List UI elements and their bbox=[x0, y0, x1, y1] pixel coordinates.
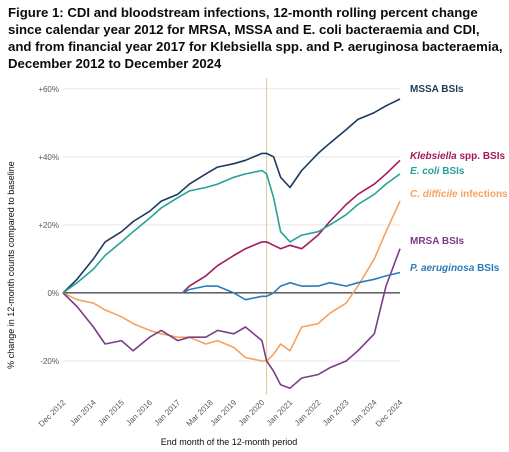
series-label-part: E. coli bbox=[410, 166, 440, 177]
grid-lines bbox=[63, 88, 400, 362]
series-line bbox=[181, 159, 401, 294]
x-tick-label: Jan 2020 bbox=[237, 398, 267, 428]
series-label-part: P. aeruginosa bbox=[410, 263, 475, 274]
series-label-part: Klebsiella bbox=[410, 151, 457, 162]
y-tick-label: +20% bbox=[38, 221, 59, 230]
x-tick-label: Jan 2023 bbox=[321, 398, 351, 428]
x-tick-label: Jan 2021 bbox=[265, 398, 295, 428]
series-line bbox=[62, 200, 401, 362]
y-tick-label: -20% bbox=[40, 357, 59, 366]
x-tick-label: Jan 2015 bbox=[96, 398, 126, 428]
series-label-part: BSIs bbox=[439, 166, 464, 177]
reference-lines bbox=[63, 78, 400, 395]
x-tick-label: Jan 2022 bbox=[293, 398, 323, 428]
series-label: C. difficile infections bbox=[410, 189, 508, 200]
series-line bbox=[182, 271, 401, 301]
series-label-part: spp. BSIs bbox=[457, 151, 506, 162]
series-line bbox=[62, 248, 401, 390]
series-line bbox=[62, 98, 401, 294]
x-tick-label: Dec 2024 bbox=[374, 398, 405, 429]
x-tick-label: Dec 2012 bbox=[37, 398, 68, 429]
x-tick-label: Jan 2016 bbox=[124, 398, 154, 428]
series-line bbox=[62, 169, 401, 294]
series-label-part: C. difficile bbox=[410, 189, 458, 200]
series-label: MRSA BSIs bbox=[410, 236, 465, 247]
y-tick-label: +40% bbox=[38, 153, 59, 162]
series-label: MSSA BSIs bbox=[410, 84, 464, 95]
series-labels: MSSA BSIs Klebsiella spp. BSIs E. coli BSI… bbox=[410, 84, 508, 274]
series-label: Klebsiella spp. BSIs bbox=[410, 151, 505, 162]
x-axis-label: End month of the 12-month period bbox=[161, 437, 298, 447]
series-label-part: MSSA BSIs bbox=[410, 84, 464, 95]
chart-title: Figure 1: CDI and bloodstream infections… bbox=[8, 5, 503, 71]
x-tick-label: Jan 2019 bbox=[209, 398, 239, 428]
y-tick-label: +60% bbox=[38, 85, 59, 94]
series-label-part: infections bbox=[458, 189, 508, 200]
series-label-part: BSIs bbox=[474, 263, 499, 274]
series-label-part: MRSA BSIs bbox=[410, 236, 465, 247]
series-label: E. coli BSIs bbox=[410, 166, 465, 177]
y-axis-label: % change in 12-month counts compared to … bbox=[6, 161, 16, 369]
y-tick-label: 0% bbox=[47, 289, 59, 298]
y-axis-ticks: -20% 0% +20% +40% +60% bbox=[38, 85, 59, 366]
series-lines bbox=[62, 98, 401, 390]
x-tick-label: Jan 2014 bbox=[68, 398, 98, 428]
x-tick-label: Jan 2017 bbox=[152, 398, 182, 428]
series-label: P. aeruginosa BSIs bbox=[410, 263, 500, 274]
